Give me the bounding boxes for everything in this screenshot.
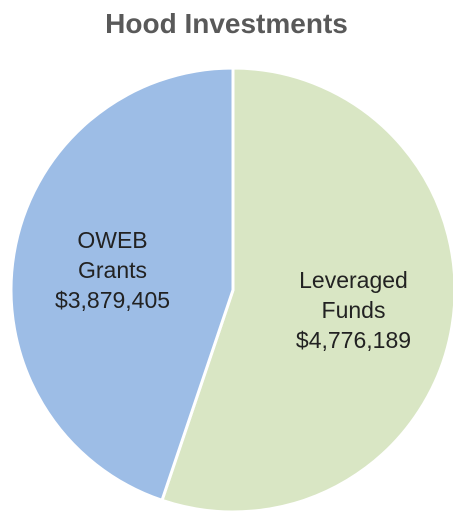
slice-label: Leveraged Funds $4,776,189 xyxy=(278,265,428,355)
slice-label: OWEB Grants $3,879,405 xyxy=(38,225,188,315)
category-label: OWEB Grants xyxy=(77,227,148,284)
pie-slice xyxy=(9,66,235,503)
value-label: $4,776,189 xyxy=(295,326,412,353)
chart-title: Hood Investments xyxy=(105,8,348,39)
value-label: $3,879,405 xyxy=(54,287,171,314)
pie-slice xyxy=(160,66,453,512)
category-label: Leveraged Funds xyxy=(299,266,408,323)
